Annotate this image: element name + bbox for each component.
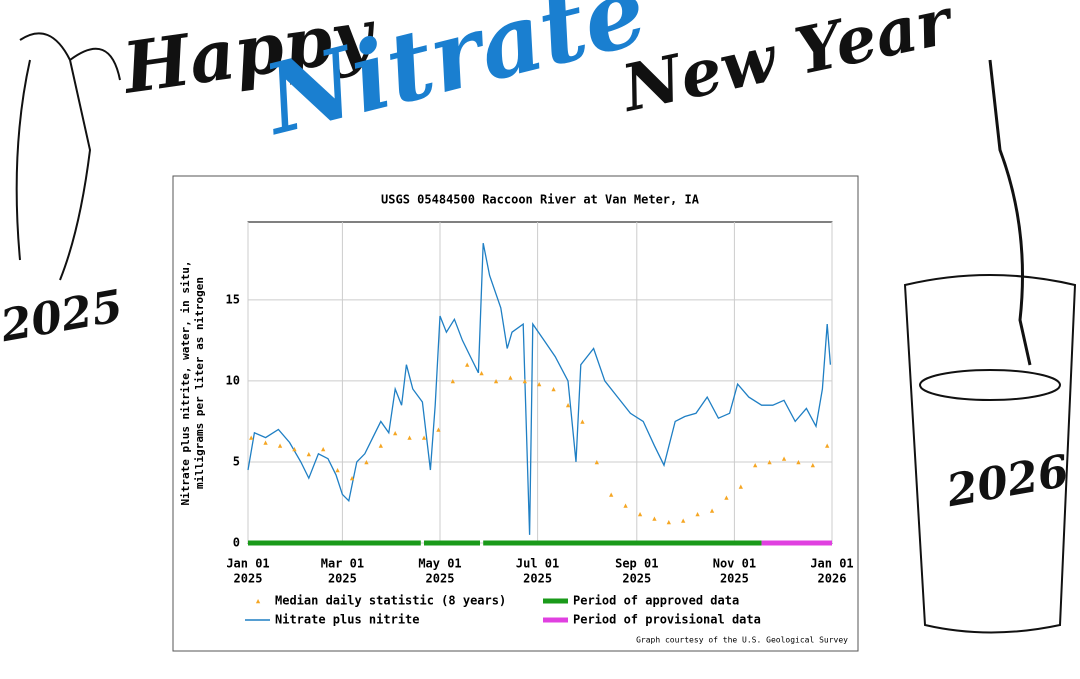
banner-2026: 2026 <box>942 446 1072 518</box>
median-marker: ▴ <box>507 371 514 384</box>
median-marker: ▴ <box>478 366 485 379</box>
median-marker: ▴ <box>637 507 644 520</box>
chart-title: USGS 05484500 Raccoon River at Van Meter… <box>381 193 700 207</box>
median-marker: ▴ <box>449 374 456 387</box>
median-marker: ▴ <box>593 455 600 468</box>
x-tick-label: Sep 01 <box>615 557 658 571</box>
legend-label: Median daily statistic (8 years) <box>275 594 506 608</box>
median-marker: ▴ <box>824 439 831 452</box>
x-tick-label: 2025 <box>720 572 749 586</box>
x-tick-label: Nov 01 <box>713 557 756 571</box>
median-marker: ▴ <box>421 431 428 444</box>
x-tick-label: 2025 <box>328 572 357 586</box>
decor-glass <box>903 59 1077 634</box>
x-tick-label: 2025 <box>622 572 651 586</box>
y-tick-label: 5 <box>233 454 240 468</box>
median-marker: ▴ <box>334 463 341 476</box>
median-marker: ▴ <box>694 507 701 520</box>
median-marker: ▴ <box>536 377 543 390</box>
credit: Graph courtesy of the U.S. Geological Su… <box>636 636 848 645</box>
median-marker: ▴ <box>550 382 557 395</box>
median-marker: ▴ <box>723 491 730 504</box>
median-marker: ▴ <box>248 431 255 444</box>
series-line <box>247 242 832 535</box>
x-tick-label: 2025 <box>234 572 263 586</box>
y-tick-label: 10 <box>226 373 240 387</box>
median-marker: ▴ <box>363 455 370 468</box>
y-axis-label: Nitrate plus nitrite, water, in situ, <box>179 260 192 505</box>
median-marker: ▴ <box>349 471 356 484</box>
median-marker: ▴ <box>709 504 716 517</box>
x-tick-label: 2026 <box>818 572 847 586</box>
x-tick-label: 2025 <box>426 572 455 586</box>
x-tick-label: Jan 01 <box>810 557 853 571</box>
median-marker: ▴ <box>521 374 528 387</box>
median-marker: ▴ <box>262 435 269 448</box>
median-marker: ▴ <box>435 423 442 436</box>
median-marker: ▴ <box>737 479 744 492</box>
median-marker: ▴ <box>752 458 759 471</box>
legend-label: Nitrate plus nitrite <box>275 613 420 627</box>
y-tick-label: 15 <box>226 292 240 306</box>
median-marker: ▴ <box>608 487 615 500</box>
y-tick-label: 0 <box>233 536 240 550</box>
x-tick-label: May 01 <box>418 557 461 571</box>
median-marker: ▴ <box>305 447 312 460</box>
median-marker: ▴ <box>406 431 413 444</box>
legend-label: Period of approved data <box>573 594 739 608</box>
decor-old-man <box>15 32 121 281</box>
x-tick-label: Jul 01 <box>516 557 559 571</box>
x-tick-label: 2025 <box>523 572 552 586</box>
y-axis-label: milligrams per liter as nitrogen <box>193 277 206 489</box>
x-tick-label: Mar 01 <box>321 557 364 571</box>
median-marker: ▴ <box>766 455 773 468</box>
median-marker: ▴ <box>795 455 802 468</box>
banner-2025: 2025 <box>0 281 127 353</box>
median-marker: ▴ <box>781 452 788 465</box>
median-marker: ▴ <box>291 442 298 455</box>
median-marker: ▴ <box>392 426 399 439</box>
chart: USGS 05484500 Raccoon River at Van Meter… <box>179 193 854 645</box>
legend-label: Period of provisional data <box>573 613 761 627</box>
median-marker: ▴ <box>809 458 816 471</box>
median-marker: ▴ <box>377 439 384 452</box>
median-marker: ▴ <box>320 442 327 455</box>
median-marker: ▴ <box>622 499 629 512</box>
banner-new-year: New Year <box>614 0 961 127</box>
median-marker: ▴ <box>680 513 687 526</box>
median-marker: ▴ <box>277 439 284 452</box>
legend-marker: ▴ <box>255 594 262 607</box>
median-marker: ▴ <box>565 398 572 411</box>
median-marker: ▴ <box>579 414 586 427</box>
median-marker: ▴ <box>665 515 672 528</box>
median-marker: ▴ <box>464 358 471 371</box>
median-marker: ▴ <box>493 374 500 387</box>
x-tick-label: Jan 01 <box>226 557 269 571</box>
median-marker: ▴ <box>651 512 658 525</box>
